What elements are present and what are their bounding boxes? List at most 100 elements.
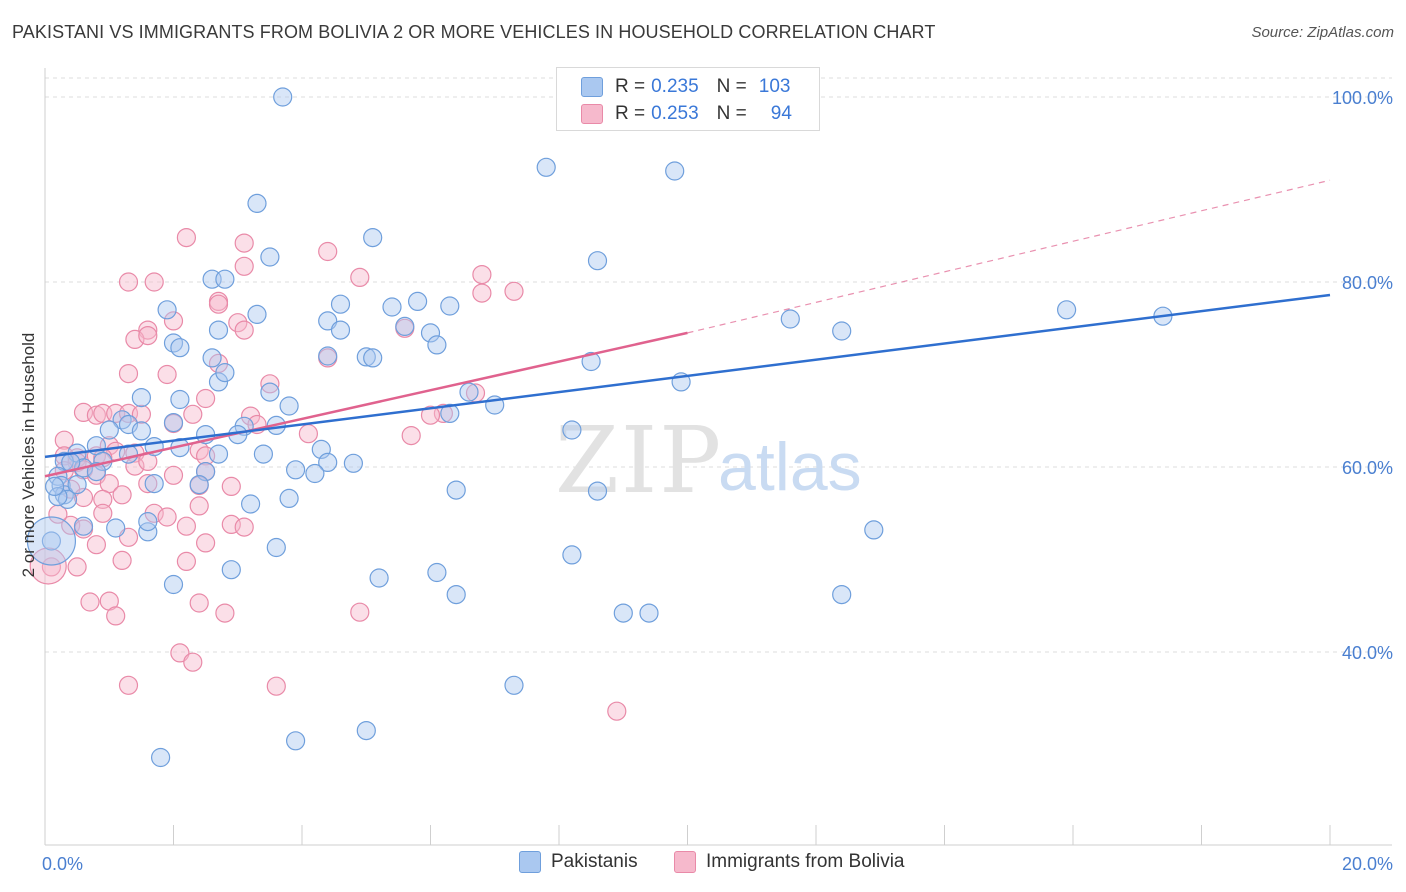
point-pakistanis (131, 388, 151, 408)
point-bolivia (260, 374, 280, 394)
point-pakistanis (208, 444, 229, 464)
point-pakistanis (1056, 300, 1077, 320)
point-pakistanis (363, 348, 383, 368)
point-bolivia (118, 675, 139, 695)
point-pakistanis (67, 475, 87, 495)
point-pakistanis (408, 291, 428, 311)
point-pakistanis (151, 747, 171, 768)
point-bolivia (157, 507, 177, 527)
legend-swatch-blue (519, 851, 541, 873)
point-bolivia (138, 474, 158, 494)
legend-r-value: 0.253 (651, 103, 699, 124)
point-pakistanis (343, 453, 363, 473)
point-pakistanis (613, 603, 633, 623)
point-pakistanis (562, 420, 582, 440)
point-bolivia (189, 593, 209, 613)
point-bolivia (176, 228, 196, 248)
legend-swatch-blue (581, 77, 603, 97)
point-pakistanis (318, 452, 338, 472)
point-pakistanis-cluster (26, 516, 77, 566)
point-pakistanis (189, 475, 209, 495)
point-bolivia (138, 320, 158, 340)
watermark-atlas: atlas (718, 429, 862, 505)
legend-r-label: R = (615, 103, 646, 124)
point-bolivia (266, 676, 286, 696)
point-bolivia (183, 404, 203, 424)
point-pakistanis (504, 675, 524, 695)
point-pakistanis (286, 460, 306, 480)
point-bolivia (234, 233, 254, 253)
watermark: ZIP atlas (555, 407, 862, 514)
point-pakistanis (44, 476, 65, 496)
point-bolivia (118, 272, 139, 292)
x-tick-label: 0.0% (42, 854, 83, 874)
point-pakistanis (241, 494, 261, 514)
point-bolivia (41, 557, 62, 577)
point-pakistanis (99, 420, 119, 440)
legend-swatch-pink (674, 851, 696, 873)
trend-lines (44, 179, 1331, 478)
point-pakistanis (587, 251, 608, 271)
point-pakistanis (286, 731, 306, 751)
point-bolivia (234, 517, 254, 537)
point-pakistanis (273, 87, 293, 107)
grid-lines (45, 77, 1392, 653)
y-tick-label: 80.0% (1342, 273, 1393, 293)
point-pakistanis (369, 568, 389, 588)
point-bolivia (208, 294, 229, 314)
legend-row-pakistanis: R = 0.235 N = 103 (581, 75, 790, 99)
source-label: Source: ZipAtlas.com (1251, 24, 1394, 41)
point-pakistanis (260, 247, 280, 267)
point-pakistanis (382, 297, 402, 317)
point-bolivia (118, 364, 139, 384)
point-bolivia (144, 272, 164, 292)
point-bolivia (234, 320, 254, 340)
legend-r-label: R = (615, 76, 646, 97)
y-tick-label: 60.0% (1342, 458, 1393, 478)
legend-item-pakistanis[interactable]: Pakistanis (519, 851, 638, 873)
trend-pakistanis (44, 293, 1331, 459)
point-pakistanis (266, 537, 286, 558)
point-bolivia (86, 405, 107, 425)
point-pakistanis (459, 382, 479, 402)
point-pakistanis (864, 520, 884, 540)
point-bolivia (157, 364, 177, 385)
point-pakistanis (247, 304, 267, 324)
point-bolivia (228, 313, 248, 333)
point-pakistanis (215, 363, 235, 383)
legend-n-value: 94 (770, 103, 792, 124)
point-pakistanis (330, 294, 351, 314)
point-pakistanis (330, 320, 351, 340)
watermark-zip: ZIP (555, 407, 723, 514)
point-pakistanis (318, 346, 338, 366)
point-pakistanis (221, 560, 241, 580)
point-bolivia (163, 465, 184, 485)
point-bolivia (607, 701, 627, 721)
point-pakistanis (305, 463, 325, 484)
legend-item-bolivia[interactable]: Immigrants from Bolivia (674, 851, 905, 873)
point-pakistanis (427, 335, 447, 355)
point-pakistanis (832, 321, 852, 341)
point-pakistanis (202, 348, 222, 368)
point-bolivia (176, 551, 196, 572)
point-pakistanis (138, 522, 158, 542)
chart-title: PAKISTANI VS IMMIGRANTS FROM BOLIVIA 2 O… (12, 22, 936, 42)
legend-r-value: 0.235 (651, 76, 699, 97)
point-pakistanis (639, 603, 659, 623)
trend-bolivia (44, 331, 688, 478)
point-bolivia (350, 602, 370, 622)
point-bolivia (420, 405, 441, 425)
point-bolivia (196, 533, 216, 553)
point-bolivia (54, 430, 74, 450)
point-bolivia (215, 603, 235, 623)
point-pakistanis (106, 518, 126, 538)
point-bolivia (163, 311, 184, 331)
point-pakistanis (279, 488, 299, 508)
point-bolivia (298, 424, 318, 444)
point-pakistanis (446, 480, 466, 500)
point-bolivia (112, 485, 132, 505)
point-pakistanis (157, 300, 177, 320)
legend-label-bolivia: Immigrants from Bolivia (706, 851, 905, 872)
point-bolivia (183, 652, 203, 672)
